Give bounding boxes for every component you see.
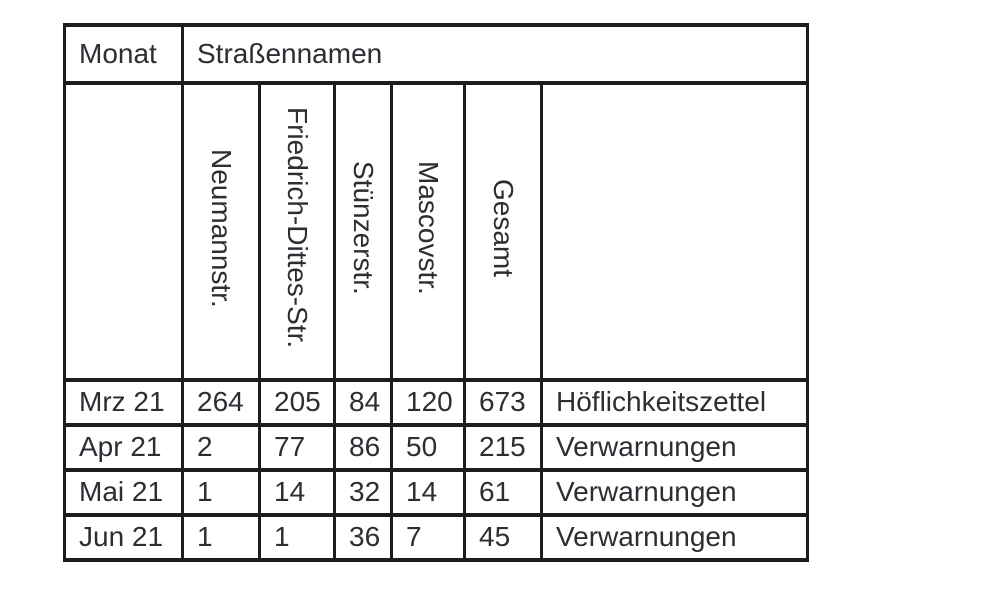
empty-category-header-cell (540, 81, 809, 382)
value-cell: 14 (258, 468, 336, 517)
street-counts-table: Monat Straßennamen Neumannstr. Friedrich… (63, 23, 809, 562)
header-row: Monat Straßennamen (63, 23, 809, 85)
col-header-neumannstr-label: Neumannstr. (206, 148, 238, 308)
col-header-mascovstr-label: Mascovstr. (413, 161, 445, 295)
total-cell: 215 (463, 423, 543, 472)
col-header-friedrich-dittes-str-label: Friedrich-Dittes-Str. (282, 107, 314, 349)
value-cell: 205 (258, 378, 336, 427)
value-cell: 32 (333, 468, 393, 517)
table-row-mai21: Mai 21 1 14 32 14 61 Verwarnungen (63, 468, 809, 517)
category-cell: Verwarnungen (540, 423, 809, 472)
value-cell: 264 (181, 378, 261, 427)
value-cell: 7 (390, 513, 466, 562)
value-cell: 50 (390, 423, 466, 472)
empty-corner-cell (63, 81, 184, 382)
table-row-apr21: Apr 21 2 77 86 50 215 Verwarnungen (63, 423, 809, 472)
total-cell: 45 (463, 513, 543, 562)
strassennamen-header-cell: Straßennamen (181, 23, 809, 85)
category-cell: Höflichkeitszettel (540, 378, 809, 427)
value-cell: 84 (333, 378, 393, 427)
category-cell: Verwarnungen (540, 468, 809, 517)
value-cell: 36 (333, 513, 393, 562)
value-cell: 120 (390, 378, 466, 427)
value-cell: 77 (258, 423, 336, 472)
category-cell: Verwarnungen (540, 513, 809, 562)
month-cell: Jun 21 (63, 513, 184, 562)
value-cell: 1 (181, 468, 261, 517)
monat-header-cell: Monat (63, 23, 184, 85)
col-header-gesamt: Gesamt (463, 81, 543, 382)
column-header-row: Neumannstr. Friedrich-Dittes-Str. Stünze… (63, 81, 809, 382)
table-row-jun21: Jun 21 1 1 36 7 45 Verwarnungen (63, 513, 809, 562)
table-row-mrz21: Mrz 21 264 205 84 120 673 Höflichkeitsze… (63, 378, 809, 427)
col-header-mascovstr: Mascovstr. (390, 81, 466, 382)
col-header-stuenzerstr-label: Stünzerstr. (348, 160, 380, 295)
month-cell: Mai 21 (63, 468, 184, 517)
col-header-neumannstr: Neumannstr. (181, 81, 261, 382)
col-header-friedrich-dittes-str: Friedrich-Dittes-Str. (258, 81, 336, 382)
col-header-stuenzerstr: Stünzerstr. (333, 81, 393, 382)
total-cell: 673 (463, 378, 543, 427)
value-cell: 14 (390, 468, 466, 517)
value-cell: 2 (181, 423, 261, 472)
value-cell: 1 (181, 513, 261, 562)
month-cell: Mrz 21 (63, 378, 184, 427)
value-cell: 1 (258, 513, 336, 562)
total-cell: 61 (463, 468, 543, 517)
value-cell: 86 (333, 423, 393, 472)
col-header-gesamt-label: Gesamt (488, 178, 520, 277)
month-cell: Apr 21 (63, 423, 184, 472)
